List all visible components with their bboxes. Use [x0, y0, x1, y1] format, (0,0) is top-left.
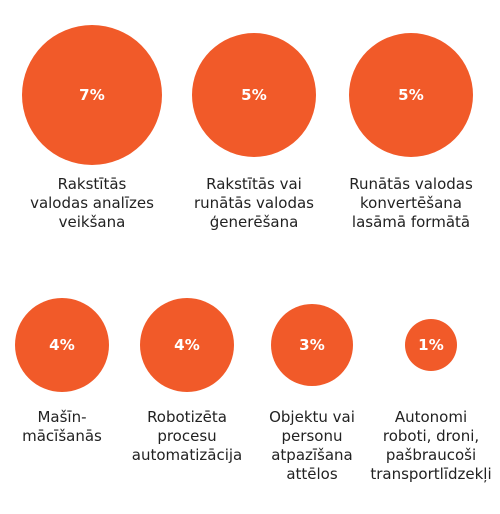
bubble-6: 3% [271, 304, 353, 386]
bubble-value-label: 4% [49, 336, 75, 354]
bubble-category-label: Mašīn- mācīšanās [22, 408, 102, 445]
bubble-value-label: 7% [79, 86, 105, 104]
bubble-category-label: Objektu vai personu atpazīšana attēlos [269, 408, 355, 483]
bubble-category-label: Rakstītās valodas analīzes veikšana [30, 175, 154, 231]
bubble-value-label: 3% [299, 336, 325, 354]
bubble-value-label: 1% [418, 336, 444, 354]
bubble-1: 7% [22, 25, 162, 165]
bubble-5: 4% [140, 298, 234, 392]
bubble-2: 5% [192, 33, 316, 157]
bubble-value-label: 5% [241, 86, 267, 104]
bubble-4: 4% [15, 298, 109, 392]
bubble-category-label: Autonomi roboti, droni, pašbraucoši tran… [370, 408, 492, 483]
bubble-category-label: Robotizēta procesu automatizācija [131, 408, 243, 464]
bubble-value-label: 5% [398, 86, 424, 104]
bubble-value-label: 4% [174, 336, 200, 354]
bubble-3: 5% [349, 33, 473, 157]
bubble-category-label: Rakstītās vai runātās valodas ģenerēšana [194, 175, 314, 231]
bubble-category-label: Runātās valodas konvertēšana lasāmā form… [349, 175, 473, 231]
bubble-7: 1% [405, 319, 457, 371]
